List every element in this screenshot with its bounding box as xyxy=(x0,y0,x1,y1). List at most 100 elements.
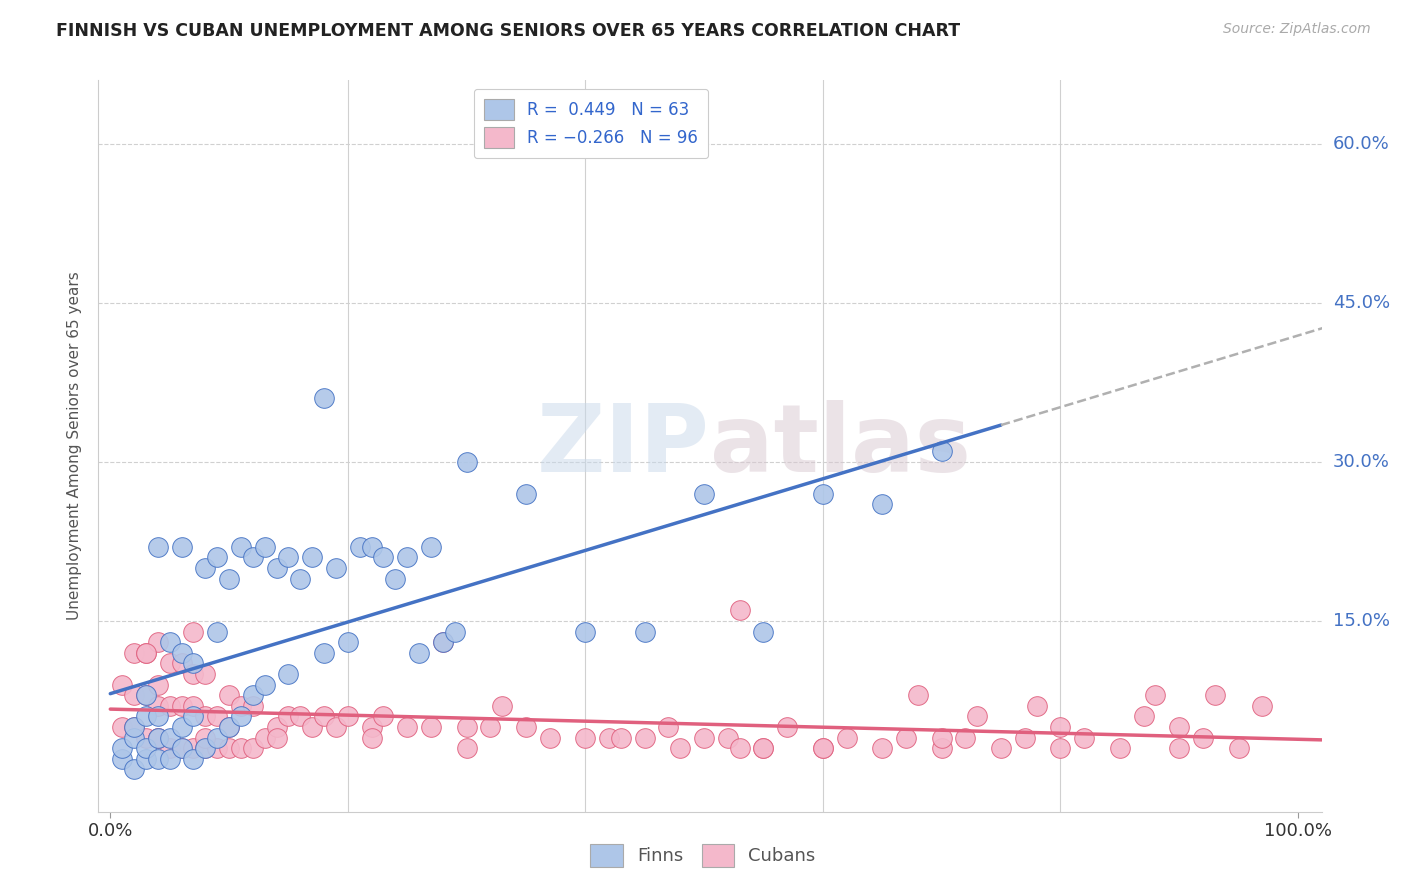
Point xyxy=(135,646,157,660)
Point xyxy=(229,741,252,756)
Point xyxy=(122,731,145,745)
Point xyxy=(408,646,430,660)
Point xyxy=(183,741,205,756)
Point xyxy=(301,550,323,565)
Point xyxy=(515,720,537,734)
Point xyxy=(360,540,382,554)
Point xyxy=(194,667,217,681)
Point xyxy=(277,550,299,565)
Text: FINNISH VS CUBAN UNEMPLOYMENT AMONG SENIORS OVER 65 YEARS CORRELATION CHART: FINNISH VS CUBAN UNEMPLOYMENT AMONG SENI… xyxy=(56,22,960,40)
Point xyxy=(242,741,264,756)
Point xyxy=(205,741,228,756)
Point xyxy=(931,444,953,458)
Point xyxy=(218,688,240,702)
Point xyxy=(776,720,799,734)
Point xyxy=(1049,720,1071,734)
Point xyxy=(146,709,169,723)
Point xyxy=(218,720,240,734)
Point xyxy=(752,741,775,756)
Point xyxy=(229,540,252,554)
Point xyxy=(170,646,193,660)
Point xyxy=(266,561,288,575)
Point xyxy=(253,731,276,745)
Point xyxy=(194,709,217,723)
Point xyxy=(242,550,264,565)
Point xyxy=(159,635,181,649)
Point xyxy=(135,688,157,702)
Point xyxy=(634,731,657,745)
Point xyxy=(811,741,834,756)
Point xyxy=(1108,741,1130,756)
Point xyxy=(325,720,347,734)
Point xyxy=(146,731,169,745)
Point xyxy=(870,741,893,756)
Point xyxy=(194,741,217,756)
Point xyxy=(111,677,134,691)
Point xyxy=(1192,731,1215,745)
Point xyxy=(159,731,181,745)
Point xyxy=(336,709,359,723)
Point xyxy=(515,486,537,500)
Point xyxy=(135,709,157,723)
Point xyxy=(1073,731,1095,745)
Point xyxy=(349,540,371,554)
Point xyxy=(1251,698,1274,713)
Point xyxy=(229,709,252,723)
Point xyxy=(811,741,834,756)
Point xyxy=(135,646,157,660)
Point xyxy=(1049,741,1071,756)
Point xyxy=(183,709,205,723)
Point xyxy=(312,392,335,406)
Point xyxy=(242,698,264,713)
Point xyxy=(122,720,145,734)
Point xyxy=(1204,688,1226,702)
Point xyxy=(218,720,240,734)
Point xyxy=(183,667,205,681)
Point xyxy=(146,677,169,691)
Point xyxy=(669,741,692,756)
Legend: R =  0.449   N = 63, R = −0.266   N = 96: R = 0.449 N = 63, R = −0.266 N = 96 xyxy=(474,88,709,158)
Point xyxy=(907,688,929,702)
Point xyxy=(870,497,893,511)
Point xyxy=(170,720,193,734)
Point xyxy=(242,688,264,702)
Point xyxy=(122,720,145,734)
Point xyxy=(598,731,620,745)
Point xyxy=(432,635,454,649)
Point xyxy=(336,635,359,649)
Point xyxy=(205,709,228,723)
Point xyxy=(360,720,382,734)
Y-axis label: Unemployment Among Seniors over 65 years: Unemployment Among Seniors over 65 years xyxy=(67,272,83,620)
Point xyxy=(728,741,751,756)
Point xyxy=(146,731,169,745)
Text: 30.0%: 30.0% xyxy=(1333,453,1389,471)
Point xyxy=(183,624,205,639)
Point xyxy=(183,698,205,713)
Point xyxy=(146,731,169,745)
Point xyxy=(170,741,193,756)
Point xyxy=(135,741,157,756)
Point xyxy=(955,731,977,745)
Text: atlas: atlas xyxy=(710,400,972,492)
Point xyxy=(1227,741,1250,756)
Point xyxy=(194,731,217,745)
Point xyxy=(277,667,299,681)
Point xyxy=(931,741,953,756)
Point xyxy=(205,731,228,745)
Point xyxy=(111,741,134,756)
Point xyxy=(1168,720,1191,734)
Point xyxy=(183,752,205,766)
Point xyxy=(931,731,953,745)
Point xyxy=(1132,709,1154,723)
Point xyxy=(290,572,312,586)
Point xyxy=(693,731,716,745)
Point xyxy=(728,603,751,617)
Point xyxy=(373,709,395,723)
Point xyxy=(894,731,917,745)
Point xyxy=(396,550,419,565)
Point xyxy=(170,540,193,554)
Point xyxy=(111,720,134,734)
Point xyxy=(717,731,740,745)
Point xyxy=(122,646,145,660)
Point xyxy=(159,752,181,766)
